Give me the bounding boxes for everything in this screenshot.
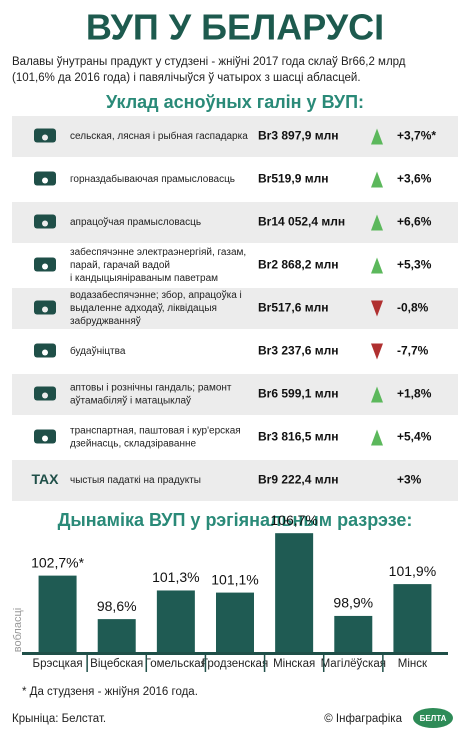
row-change: +1,8% <box>397 387 432 401</box>
title: ВУП У БЕЛАРУСІ <box>86 7 384 48</box>
row-label: парай, гарачай вадой <box>70 260 170 271</box>
row-label: апрацоўчая прамысловасць <box>70 216 201 228</box>
icon <box>42 220 48 227</box>
row-label: чыстыя падаткі на прадукты <box>70 475 201 486</box>
credit: © Інфаграфіка <box>324 713 402 725</box>
x-tick-label: Мінская <box>273 658 315 670</box>
bar <box>216 592 254 652</box>
icon-text: TAX <box>32 471 60 487</box>
subtitle: Валавы ўнутраны прадукт у студзені - жні… <box>12 56 406 68</box>
row-label: аптовы і рознічны гандаль; рамонт <box>70 383 232 394</box>
row-label: забеспячэнне электраэнергіяй, газам, <box>70 246 246 258</box>
icon <box>42 263 48 270</box>
value-label: 106,7% <box>270 512 317 528</box>
row-change: -0,8% <box>397 301 429 315</box>
value-label: 101,9% <box>389 563 436 579</box>
trend-arrow <box>371 171 383 188</box>
row-change: +6,6% <box>397 215 432 229</box>
icon <box>42 435 48 442</box>
row-amount: Br517,6 млн <box>258 301 328 315</box>
section-heading: Уклад асноўных галін у ВУП: <box>106 92 364 112</box>
row-bg <box>12 374 458 415</box>
logo: БЕЛТА <box>420 714 447 723</box>
bar <box>393 584 432 652</box>
value-label: 98,9% <box>333 595 373 611</box>
icon <box>42 177 48 184</box>
row-change: +3,6% <box>397 172 432 186</box>
x-tick-label: Гомельская <box>145 658 207 670</box>
row-bg <box>12 116 458 157</box>
x-tick-label: Брэсцкая <box>33 658 83 670</box>
icon <box>42 349 48 356</box>
row-amount: Br3 816,5 млн <box>258 430 338 444</box>
bar <box>97 619 136 652</box>
row-change: +5,3% <box>397 258 432 272</box>
row-amount: Br9 222,4 млн <box>258 473 338 487</box>
row-bg <box>12 460 458 501</box>
icon <box>42 134 48 141</box>
subtitle: (101,6% да 2016 года) і павялічыўся ў ча… <box>12 72 361 84</box>
trend-arrow <box>371 386 383 403</box>
row-amount: Br14 052,4 млн <box>258 215 345 229</box>
row-label: дзейнасць, складзіраванне <box>70 439 196 450</box>
x-tick-label: Магілёўская <box>321 658 386 670</box>
trend-arrow <box>371 257 383 274</box>
row-label: і кандыцыяніраваным паветрам <box>70 273 218 284</box>
row-label: аўтамабіляў і матацыклаў <box>70 395 191 407</box>
trend-arrow <box>371 128 383 145</box>
logo-bg <box>413 708 453 728</box>
bar <box>156 590 195 652</box>
trend-arrow <box>371 429 383 446</box>
row-label: горназдабываючая прамысловасць <box>70 173 235 185</box>
icon <box>42 392 48 399</box>
row-change: +3,7%* <box>397 129 436 143</box>
trend-arrow <box>371 343 383 360</box>
row-label: сельская, лясная і рыбная гаспадарка <box>70 130 248 142</box>
row-amount: Br2 868,2 млн <box>258 258 338 272</box>
footnote: * Да студзеня - жніўня 2016 года. <box>22 686 198 698</box>
row-amount: Br3 237,6 млн <box>258 344 338 358</box>
row-amount: Br3 897,9 млн <box>258 129 338 143</box>
row-amount: Br6 599,1 млн <box>258 387 338 401</box>
row-change: -7,7% <box>397 344 429 358</box>
x-tick-label: Гродзенская <box>202 658 268 670</box>
row-label: водазабеспячэнне; збор, апрацоўка і <box>70 289 242 301</box>
row-label: выдаленне адходаў, ліквідацыя <box>70 302 217 314</box>
value-label: 101,1% <box>211 571 258 587</box>
row-change: +3% <box>397 473 422 487</box>
bar <box>275 533 314 652</box>
chart-title: Дынаміка ВУП у рэгіянальным разрэзе: <box>58 510 413 530</box>
source: Крыніца: Белстат. <box>12 713 106 725</box>
bar <box>38 575 77 652</box>
row-bg <box>12 202 458 243</box>
x-tick-label: Мінск <box>398 658 428 670</box>
row-amount: Br519,9 млн <box>258 172 328 186</box>
row-label: будаўніцтва <box>70 345 126 357</box>
trend-arrow <box>371 300 383 317</box>
trend-arrow <box>371 214 383 231</box>
row-label: транспартная, паштовая і кур'ерская <box>70 426 241 437</box>
baseline <box>22 652 448 655</box>
value-label: 102,7%* <box>31 554 84 570</box>
axis-label: вобласці <box>12 608 24 652</box>
row-label: забруджванняў <box>70 315 141 327</box>
icon <box>42 306 48 313</box>
value-label: 101,3% <box>152 569 199 585</box>
value-label: 98,6% <box>97 598 137 614</box>
row-bg <box>12 288 458 329</box>
x-tick-label: Віцебская <box>90 658 143 670</box>
bar <box>334 615 373 652</box>
row-change: +5,4% <box>397 430 432 444</box>
